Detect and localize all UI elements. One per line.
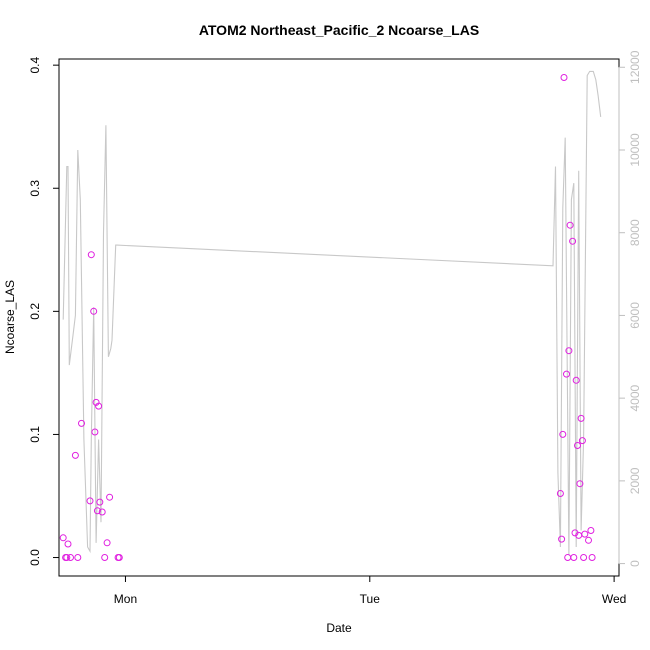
- y2-tick-label: 10000: [628, 133, 642, 167]
- y2-tick-label: 4000: [628, 384, 642, 411]
- data-point: [71, 451, 79, 459]
- y-axis-right: 0 2000 4000 6000 8000 10000 12000: [618, 50, 642, 567]
- data-point: [563, 370, 570, 378]
- y2-tick-label: 0: [628, 560, 642, 567]
- line-series: [62, 70, 602, 556]
- y2-tick-label: 12000: [628, 50, 642, 84]
- data-point: [78, 419, 85, 427]
- data-point: [59, 534, 67, 542]
- data-point: [103, 539, 111, 547]
- data-point: [576, 480, 584, 488]
- y2-tick-label: 6000: [628, 302, 642, 329]
- data-point: [87, 251, 95, 259]
- y-tick-label: 0.4: [28, 56, 42, 73]
- y2-tick-label: 2000: [628, 467, 642, 494]
- data-point: [577, 414, 585, 422]
- data-point: [86, 497, 94, 505]
- data-point: [569, 237, 577, 245]
- data-point: [570, 554, 578, 561]
- x-axis-label: Date: [326, 621, 352, 635]
- data-point: [565, 347, 573, 355]
- data-point: [588, 554, 596, 561]
- y-tick-label: 0.2: [28, 303, 42, 320]
- data-point: [106, 493, 114, 501]
- data-point: [64, 540, 72, 548]
- data-point: [581, 530, 589, 538]
- y-tick-label: 0.0: [28, 549, 42, 566]
- data-point: [63, 554, 71, 561]
- data-point: [564, 554, 572, 561]
- data-point: [578, 437, 586, 445]
- point-series: [59, 74, 596, 561]
- data-point: [558, 535, 566, 543]
- data-point: [91, 428, 99, 436]
- data-point: [95, 402, 103, 410]
- x-tick-label: Mon: [114, 592, 137, 606]
- y-axis-left: 0.0 0.1 0.2 0.3 0.4: [28, 56, 60, 566]
- y-tick-label: 0.3: [28, 180, 42, 197]
- x-tick-label: Tue: [360, 592, 381, 606]
- data-point: [90, 307, 98, 315]
- data-point: [98, 508, 106, 516]
- data-point: [67, 554, 74, 561]
- data-point: [585, 536, 592, 544]
- data-point: [572, 376, 580, 384]
- data-point: [93, 507, 101, 515]
- data-point: [560, 74, 568, 81]
- y-tick-label: 0.1: [28, 426, 42, 443]
- data-point: [574, 442, 581, 449]
- x-tick-label: Wed: [602, 592, 626, 606]
- data-point: [580, 554, 588, 561]
- data-point: [556, 490, 564, 497]
- y-axis-label: Ncoarse_LAS: [3, 280, 17, 354]
- data-point: [559, 430, 567, 438]
- data-point: [74, 554, 82, 561]
- plot-frame: [58, 58, 620, 577]
- data-point: [566, 221, 574, 229]
- data-point: [587, 527, 595, 534]
- data-point: [115, 554, 123, 561]
- y2-tick-label: 8000: [628, 219, 642, 246]
- data-point: [96, 498, 104, 506]
- data-point: [101, 554, 109, 561]
- x-axis: Mon Tue Wed: [114, 575, 626, 606]
- chart-title: ATOM2 Northeast_Pacific_2 Ncoarse_LAS: [199, 22, 479, 38]
